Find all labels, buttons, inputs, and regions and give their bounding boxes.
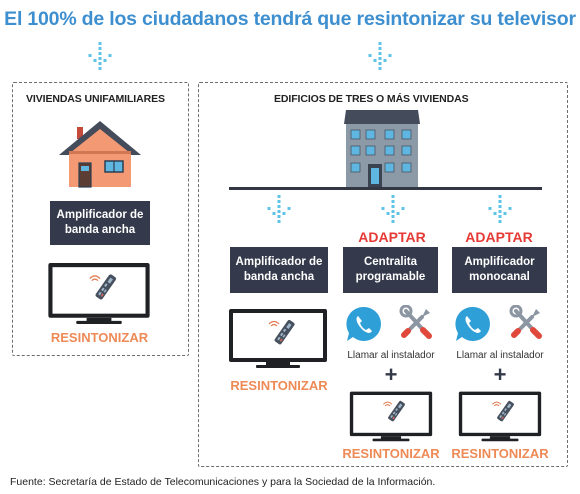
house-icon — [59, 121, 141, 188]
single-family-panel — [12, 82, 189, 356]
plus-icon: + — [493, 362, 507, 387]
arrow-down-icon — [488, 195, 512, 225]
box-line: banda ancha — [64, 224, 136, 236]
arrow-down-icon — [381, 195, 405, 225]
single-channel-amplifier-box: Amplificador monocanal — [452, 247, 547, 293]
tv-icon — [458, 389, 542, 443]
building-icon — [344, 110, 420, 190]
tv-icon — [47, 262, 151, 324]
call-installer-text: Llamar al instalador — [456, 350, 544, 361]
box-line: banda ancha — [243, 271, 315, 283]
wideband-amplifier-box: Amplificador de banda ancha — [50, 201, 150, 245]
apartment-buildings-panel — [198, 82, 568, 467]
resintonizar-label: RESINTONIZAR — [451, 446, 549, 461]
plus-icon: + — [384, 362, 398, 387]
tools-icon — [399, 305, 432, 339]
tv-icon — [349, 389, 433, 443]
phone-bubble-icon — [346, 306, 381, 341]
phone-bubble-icon — [455, 306, 490, 341]
box-line: Centralita — [363, 256, 418, 268]
box-line: Amplificador de — [235, 256, 323, 268]
box-line: monocanal — [469, 271, 530, 283]
box-line: programable — [355, 271, 426, 283]
box-line: Amplificador — [464, 256, 535, 268]
resintonizar-label: RESINTONIZAR — [230, 378, 328, 393]
arrow-down-icon — [88, 42, 112, 72]
call-installer-text: Llamar al instalador — [347, 350, 435, 361]
box-line: Amplificador de — [56, 209, 144, 221]
tools-icon — [509, 305, 542, 339]
source-footer: Fuente: Secretaría de Estado de Telecomu… — [10, 476, 436, 488]
single-family-heading: VIVIENDAS UNIFAMILIARES — [26, 93, 165, 105]
resintonizar-label: RESINTONIZAR — [50, 330, 149, 345]
tv-icon — [228, 305, 328, 371]
adaptar-label: ADAPTAR — [465, 229, 533, 245]
arrow-down-icon — [368, 42, 392, 72]
ground-line — [229, 187, 542, 190]
arrow-down-icon — [267, 195, 291, 225]
resintonizar-label: RESINTONIZAR — [342, 446, 440, 461]
wideband-amplifier-box: Amplificador de banda ancha — [230, 247, 328, 293]
programmable-switch-box: Centralita programable — [343, 247, 438, 293]
page-title: El 100% de los ciudadanos tendrá que res… — [4, 8, 576, 30]
adaptar-label: ADAPTAR — [358, 229, 426, 245]
buildings-heading: EDIFICIOS DE TRES O MÁS VIVIENDAS — [274, 93, 469, 105]
